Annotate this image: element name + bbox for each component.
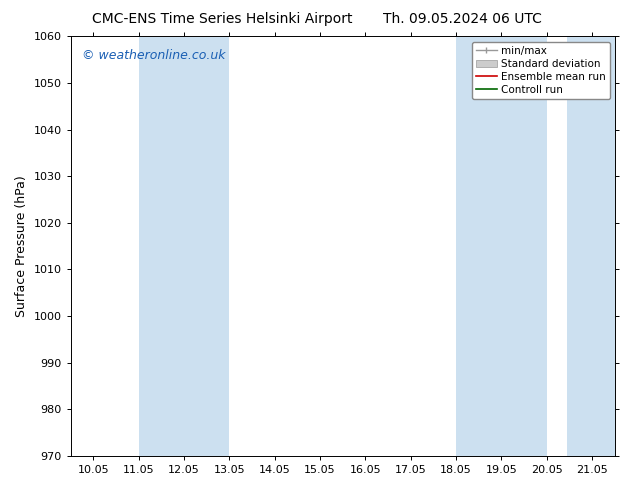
Bar <box>567 36 615 456</box>
Text: CMC-ENS Time Series Helsinki Airport: CMC-ENS Time Series Helsinki Airport <box>92 12 352 26</box>
Legend: min/max, Standard deviation, Ensemble mean run, Controll run: min/max, Standard deviation, Ensemble me… <box>472 42 610 99</box>
Bar <box>456 36 547 456</box>
Title: CMC-ENS Time Series Helsinki Airport     Th. 09.05.2024 06 UTC: CMC-ENS Time Series Helsinki Airport Th.… <box>0 489 1 490</box>
Text: Th. 09.05.2024 06 UTC: Th. 09.05.2024 06 UTC <box>384 12 542 26</box>
Text: © weatheronline.co.uk: © weatheronline.co.uk <box>82 49 225 62</box>
Y-axis label: Surface Pressure (hPa): Surface Pressure (hPa) <box>15 175 28 317</box>
Bar <box>139 36 230 456</box>
